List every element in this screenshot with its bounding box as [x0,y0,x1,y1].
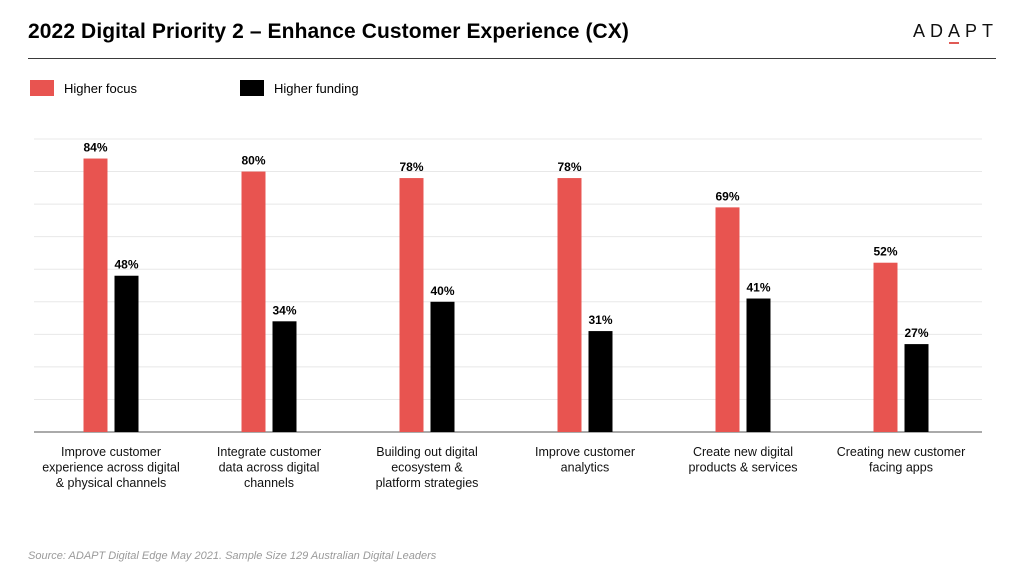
data-label: 27% [904,326,928,340]
adapt-logo: ADAPT [912,21,998,44]
legend-item-higher-funding: Higher funding [240,80,359,96]
category-label: channels [244,476,294,490]
bar-higher-focus [83,158,108,433]
legend-swatch-higher-focus [30,80,54,96]
logo-letter: A [912,21,930,41]
category-label: facing apps [869,461,933,475]
chart-title: 2022 Digital Priority 2 – Enhance Custom… [28,20,630,43]
category-label: data across digital [219,461,320,475]
source-note: Source: ADAPT Digital Edge May 2021. Sam… [28,550,437,562]
legend-label-higher-funding: Higher funding [274,80,359,96]
bar-higher-funding [272,321,297,432]
category-label: Integrate customer [217,445,321,459]
bar-higher-funding [114,275,139,432]
bar-higher-funding [430,301,455,432]
data-label: 48% [114,258,138,272]
category-label: Create new digital [693,445,793,459]
bar-higher-focus [399,178,424,432]
logo-letter: D [929,21,948,41]
bar-higher-funding [904,344,929,432]
data-label: 78% [399,160,423,174]
category-label: platform strategies [376,476,479,490]
category-label: & physical channels [56,476,166,490]
legend-label-higher-focus: Higher focus [64,80,137,96]
bar-higher-focus [873,262,898,432]
legend-swatch-higher-funding [240,80,264,96]
logo-letter: T [982,21,998,41]
title-divider [28,58,996,59]
category-label: experience across digital [42,461,180,475]
data-label: 84% [83,141,107,155]
data-label: 34% [272,303,296,317]
category-label: Improve customer [61,445,161,459]
data-label: 41% [746,281,770,295]
bar-higher-funding [746,298,771,432]
data-label: 31% [588,313,612,327]
legend-item-higher-focus: Higher focus [30,80,137,96]
data-label: 69% [715,189,739,203]
bar-higher-focus [715,207,740,432]
category-label: products & services [688,461,797,475]
category-label: ecosystem & [391,461,463,475]
category-label: Creating new customer [837,445,966,459]
category-label: analytics [561,461,610,475]
data-label: 78% [557,160,581,174]
bar-higher-focus [557,178,582,432]
bar-higher-funding [588,331,613,432]
data-label: 40% [430,284,454,298]
bar-higher-focus [241,171,266,433]
logo-letter: A [947,21,965,44]
data-label: 80% [241,154,265,168]
logo-letter: P [964,21,982,41]
category-label: Building out digital [376,445,477,459]
category-label: Improve customer [535,445,635,459]
data-label: 52% [873,245,897,259]
